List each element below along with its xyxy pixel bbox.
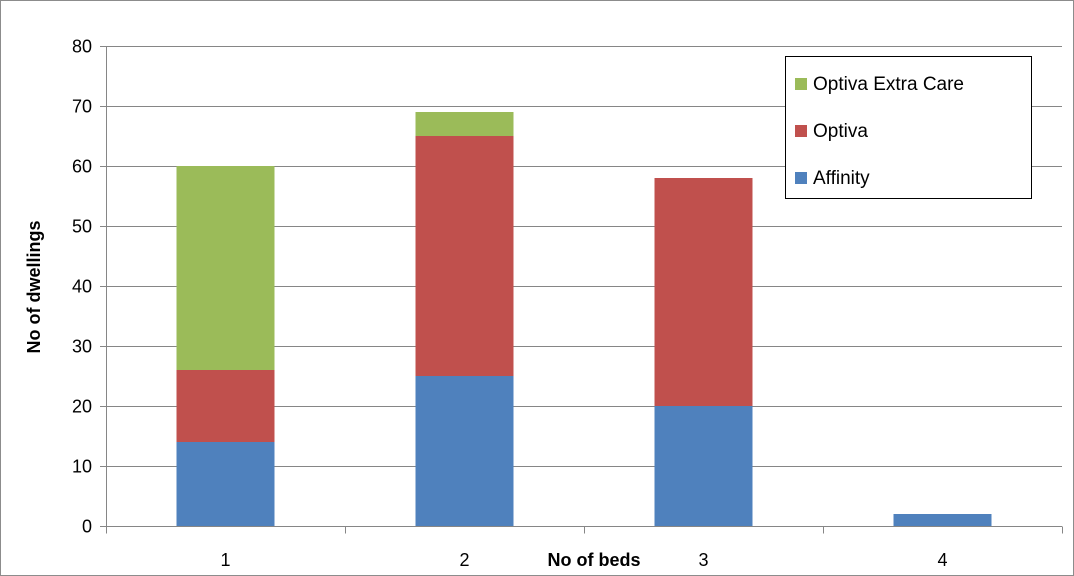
legend-swatch [795, 172, 807, 184]
x-tick-labels: 1 2 3 4 [220, 550, 947, 570]
y-tick-label: 80 [72, 37, 92, 57]
x-tick-label: 3 [698, 550, 708, 570]
x-tick-label: 1 [220, 550, 230, 570]
y-tick-label: 0 [82, 517, 92, 537]
y-tick-label: 30 [72, 337, 92, 357]
y-tick-label: 70 [72, 97, 92, 117]
bars [176, 112, 992, 526]
bar-affinity-1 [176, 442, 275, 526]
legend-swatch [795, 125, 807, 137]
bar-optiva-2 [415, 136, 514, 376]
legend: Optiva Extra Care Optiva Affinity [785, 56, 1032, 199]
y-tick-label: 10 [72, 457, 92, 477]
bar-optiva-3 [654, 178, 753, 406]
bar-optiva-extra-care-1 [176, 166, 275, 370]
y-tick-labels: 0 10 20 30 40 50 60 70 80 [72, 37, 92, 537]
legend-label: Affinity [813, 168, 870, 189]
x-axis-title: No of beds [548, 550, 641, 570]
y-tick-label: 40 [72, 277, 92, 297]
y-tick-label: 50 [72, 217, 92, 237]
legend-label: Optiva Extra Care [813, 74, 964, 95]
legend-label: Optiva [813, 121, 868, 142]
bar-affinity-2 [415, 376, 514, 526]
y-tick-label: 60 [72, 157, 92, 177]
bar-optiva-1 [176, 370, 275, 442]
bar-affinity-3 [654, 406, 753, 526]
y-axis-title: No of dwellings [24, 221, 44, 354]
legend-box [785, 56, 1032, 199]
legend-swatch [795, 78, 807, 90]
axes [100, 46, 1063, 534]
y-tick-label: 20 [72, 397, 92, 417]
bar-optiva-extra-care-2 [415, 112, 514, 136]
x-tick-label: 2 [459, 550, 469, 570]
bar-affinity-4 [893, 514, 992, 526]
x-tick-label: 4 [937, 550, 947, 570]
